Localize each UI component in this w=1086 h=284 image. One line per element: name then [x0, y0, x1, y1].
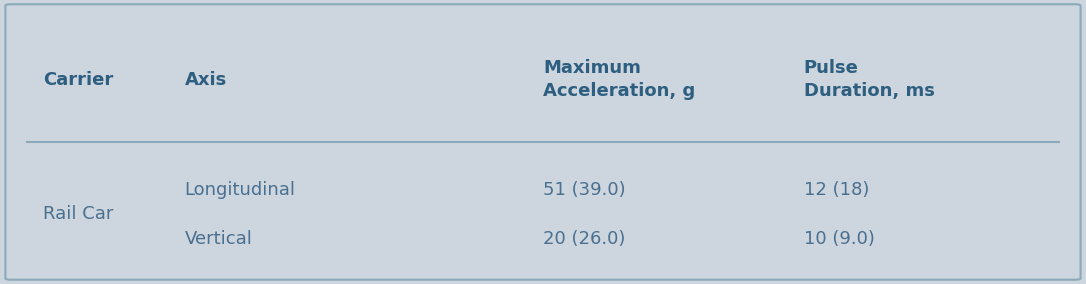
Text: 20 (26.0): 20 (26.0)	[543, 229, 626, 248]
Text: Carrier: Carrier	[43, 70, 114, 89]
Text: Vertical: Vertical	[185, 229, 252, 248]
Text: 12 (18): 12 (18)	[804, 181, 869, 199]
FancyBboxPatch shape	[5, 4, 1081, 280]
Text: Axis: Axis	[185, 70, 227, 89]
Text: Rail Car: Rail Car	[43, 205, 114, 224]
Text: Longitudinal: Longitudinal	[185, 181, 295, 199]
Text: 10 (9.0): 10 (9.0)	[804, 229, 874, 248]
Text: 51 (39.0): 51 (39.0)	[543, 181, 626, 199]
Text: Pulse
Duration, ms: Pulse Duration, ms	[804, 59, 935, 100]
Text: Maximum
Acceleration, g: Maximum Acceleration, g	[543, 59, 695, 100]
